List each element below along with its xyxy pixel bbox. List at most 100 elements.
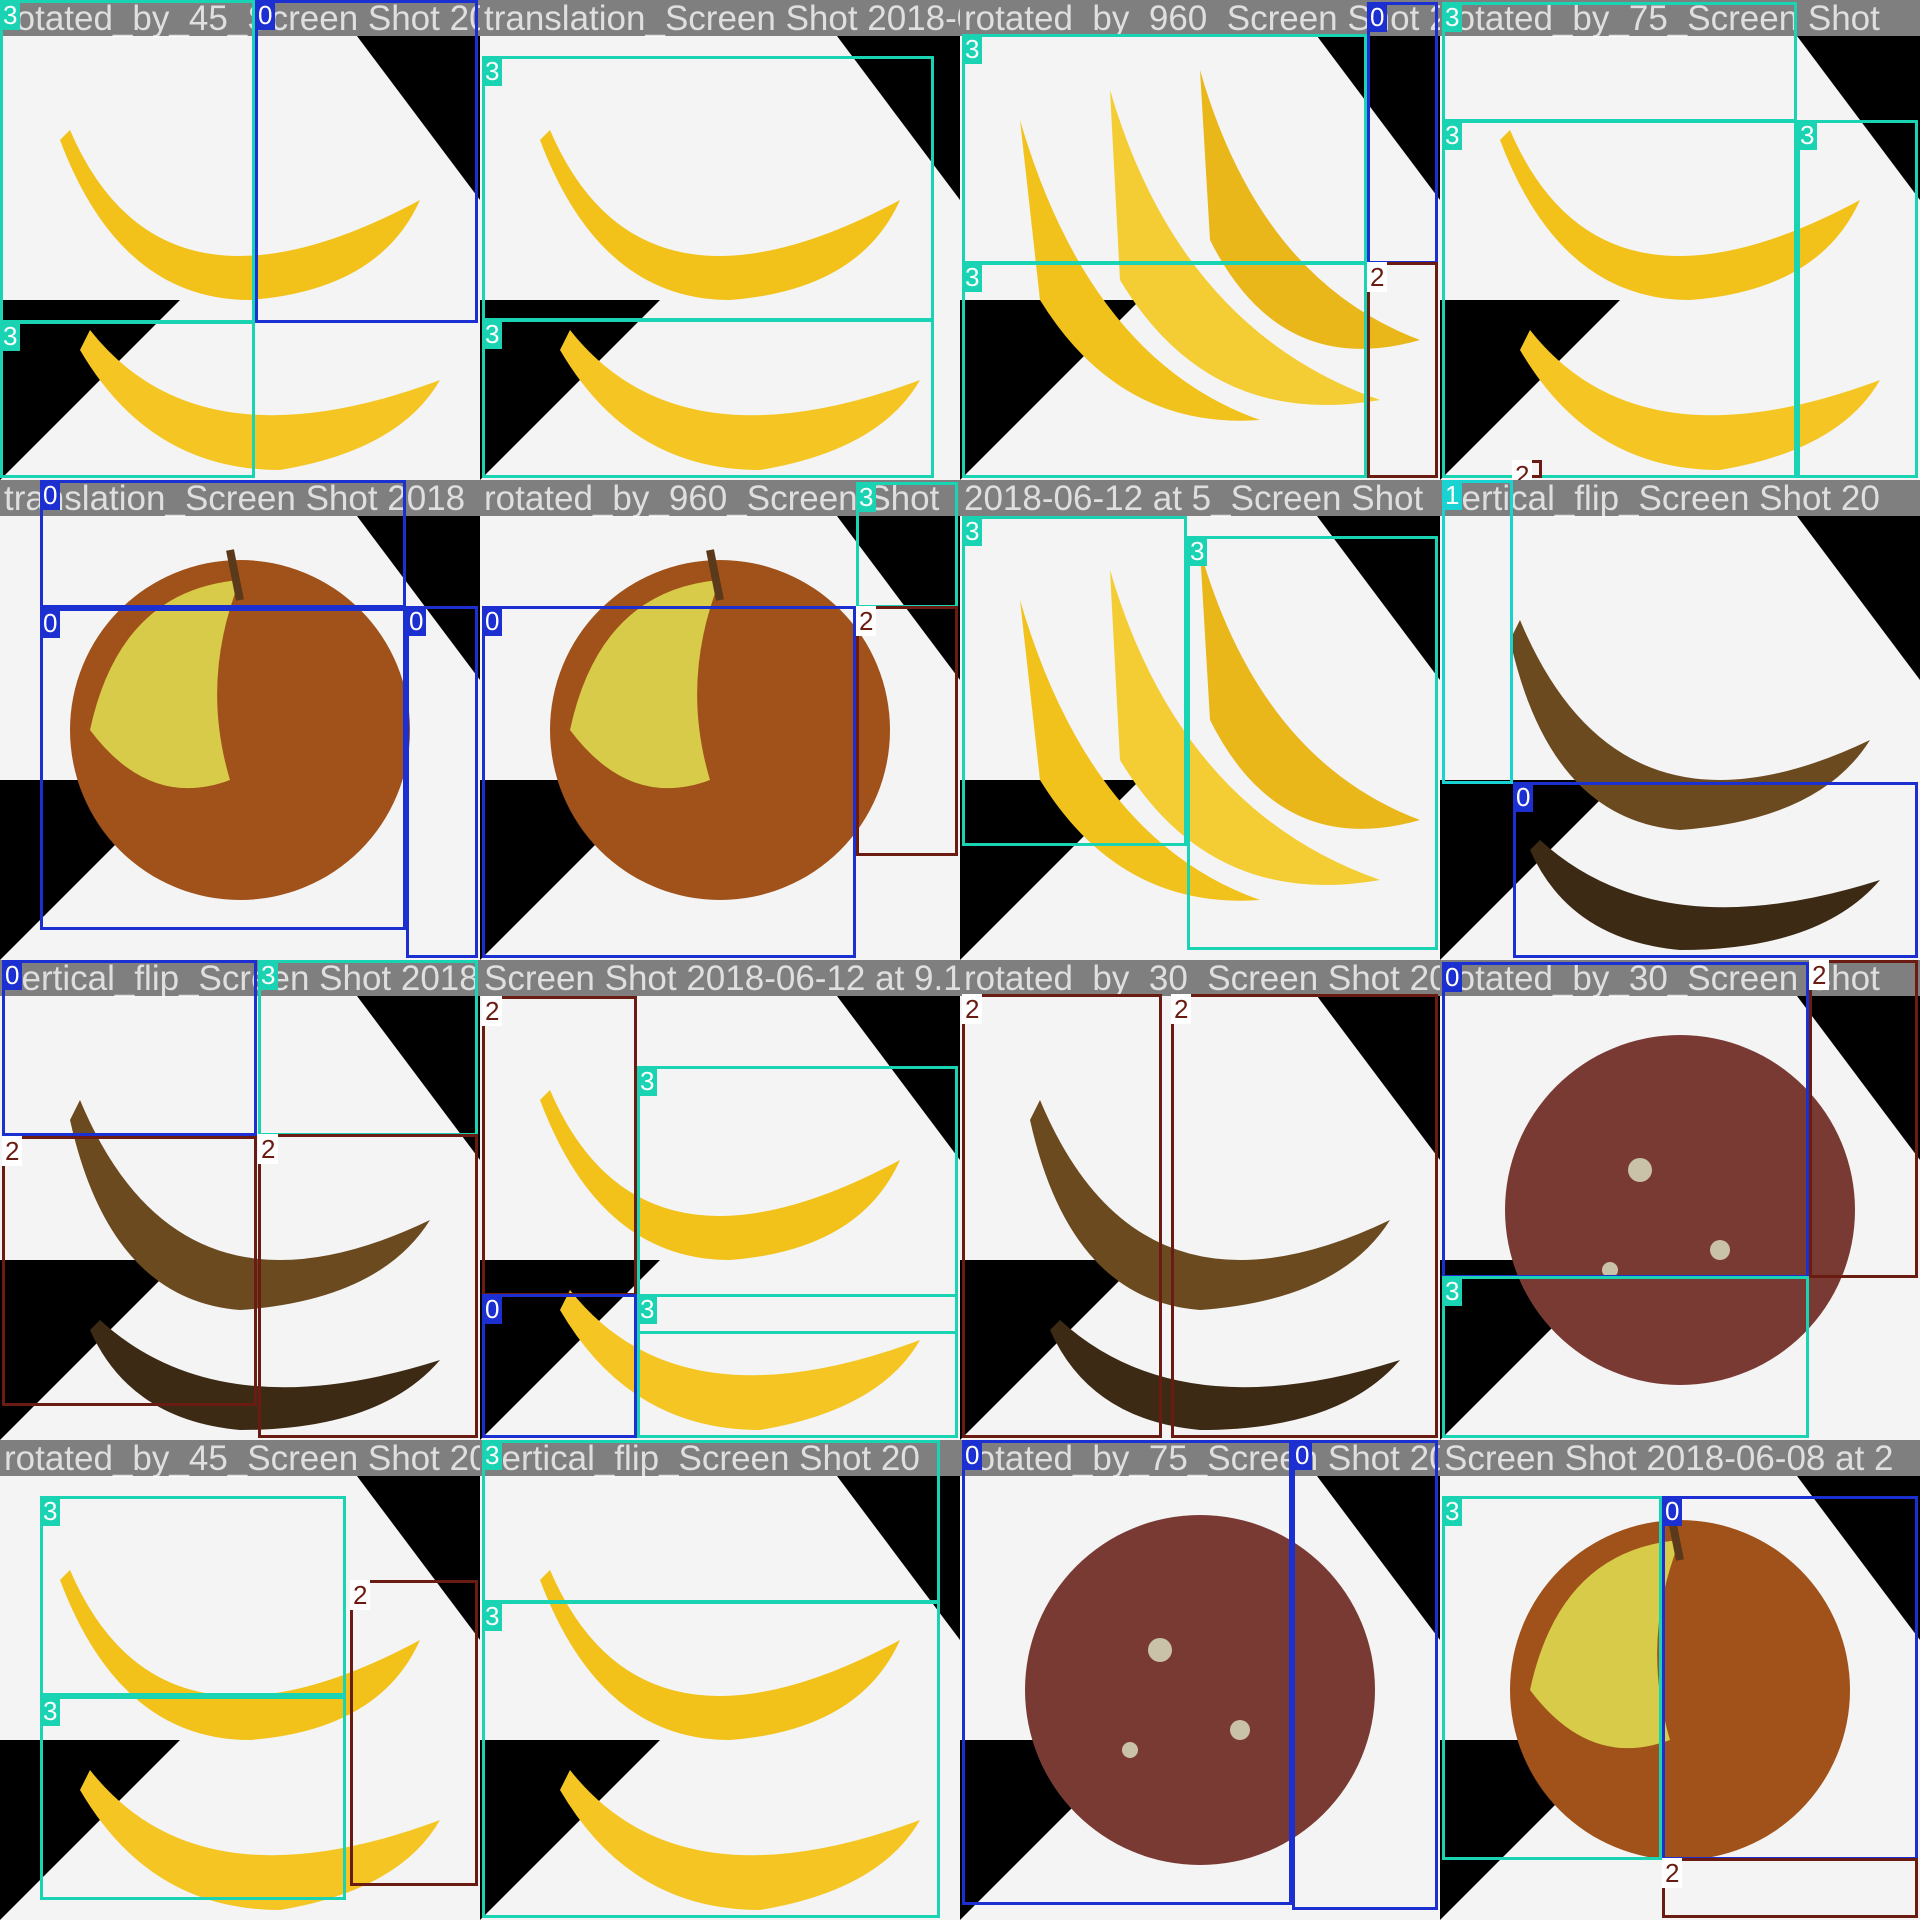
bounding-box: 0 — [482, 606, 856, 958]
tile-title-bar: vertical_flip_Screen Shot 20 — [480, 1440, 960, 1476]
tile-title: Screen Shot 2018-06-12 at 9.17.27 PM.png — [484, 960, 960, 998]
image-tile: Screen Shot 2018-06-08 at 2 3 0 2 — [1440, 1440, 1920, 1920]
bounding-box: 0 — [1367, 2, 1438, 264]
class-label: 3 — [1442, 1276, 1463, 1306]
class-label: 3 — [1187, 536, 1208, 566]
bounding-box: 3 — [1442, 120, 1797, 478]
bounding-box: 2 — [2, 1136, 257, 1406]
tile-title-bar: vertical_flip_Screen Shot 2018-06-08 at — [0, 960, 480, 996]
tile-title: rotated_by_75_Screen Shot 2018-06-08 — [964, 1440, 1440, 1478]
class-label: 3 — [962, 262, 983, 292]
class-label: 3 — [856, 482, 877, 512]
tile-title-bar: 2018-06-12 at 5_Screen Shot — [960, 480, 1440, 516]
class-label: 2 — [482, 996, 503, 1026]
bounding-box: 3 — [1442, 2, 1797, 122]
class-label: 0 — [40, 480, 61, 510]
tile-title: 2018-06-12 at 5_Screen Shot — [964, 480, 1424, 518]
tile-photo — [0, 960, 480, 1440]
tile-photo — [960, 1440, 1440, 1920]
bounding-box: 2 — [1512, 460, 1542, 480]
tile-title: rotated_by_45_Screen Shot 2018 — [4, 1440, 480, 1478]
tile-title: rotated_by_30_Screen Shot 2018-06-12 — [964, 960, 1440, 998]
bounding-box: 2 — [350, 1580, 478, 1886]
class-label: 2 — [350, 1580, 371, 1610]
class-label: 3 — [1442, 120, 1463, 150]
class-label: 3 — [482, 1601, 503, 1631]
tile-title-bar: rotated_by_45_Screen Shot 2018-06-12 — [0, 0, 480, 36]
class-label: 2 — [2, 1136, 23, 1166]
bounding-box: 3 — [637, 1294, 958, 1438]
bounding-box: 0 — [2, 960, 257, 1136]
tile-photo — [480, 1440, 960, 1920]
tile-photo — [960, 960, 1440, 1440]
class-label: 0 — [1513, 782, 1534, 812]
tile-title: translation_Screen Shot 2018-06-12 at — [484, 0, 960, 38]
image-tile: rotated_by_45_Screen Shot 2018 3 3 2 — [0, 1440, 480, 1920]
image-tile: 2018-06-12 at 5_Screen Shot 3 3 — [960, 480, 1440, 960]
class-label: 3 — [482, 56, 503, 86]
bounding-box: 3 — [258, 960, 478, 1136]
class-label: 0 — [962, 1440, 983, 1470]
bounding-box: 0 — [255, 0, 478, 323]
tile-title-bar: vertical_flip_Screen Shot 20 — [1440, 480, 1920, 516]
class-label: 3 — [637, 1294, 658, 1324]
bounding-box: 3 — [1797, 120, 1918, 478]
tile-photo — [0, 0, 480, 480]
image-tile: translation_Screen Shot 2018-06-12 at 3 3 — [480, 0, 960, 480]
bounding-box: 3 — [637, 1066, 958, 1334]
tile-photo — [480, 960, 960, 1440]
image-tile: rotated_by_30_Screen Shot 0 3 2 — [1440, 960, 1920, 1440]
class-label: 2 — [1662, 1858, 1683, 1888]
bounding-box: 0 — [40, 608, 406, 930]
bounding-box: 2 — [258, 1134, 478, 1438]
tile-title: rotated_by_75_Screen Shot — [1444, 0, 1880, 38]
bounding-box: 2 — [482, 996, 637, 1296]
bounding-box: 3 — [0, 321, 255, 478]
class-label: 0 — [482, 606, 503, 636]
class-label: 3 — [962, 516, 983, 546]
image-tile: rotated_by_960_Screen Shot 2018-06-12303… — [960, 0, 1440, 480]
bounding-box: 2 — [1662, 1858, 1918, 1918]
tile-title-bar: rotated_by_75_Screen Shot — [1440, 0, 1920, 36]
image-tile: rotated_by_960_Screen Shot 0 3 2 — [480, 480, 960, 960]
class-label: 3 — [0, 321, 21, 351]
class-label: 2 — [962, 994, 983, 1024]
class-label: 3 — [482, 1440, 503, 1470]
bounding-box: 0 — [1292, 1440, 1438, 1910]
tile-title: translation_Screen Shot 2018 — [4, 480, 466, 518]
bounding-box: 0 — [1513, 782, 1918, 958]
class-label: 2 — [1512, 460, 1533, 480]
class-label: 3 — [1442, 2, 1463, 32]
tile-title: vertical_flip_Screen Shot 2018-06-08 at — [4, 960, 480, 998]
bounding-box: 0 — [1662, 1496, 1918, 1860]
tile-title: vertical_flip_Screen Shot 20 — [1444, 480, 1880, 518]
bounding-box: 3 — [482, 1601, 940, 1918]
bounding-box: 3 — [962, 34, 1367, 264]
class-label: 3 — [1797, 120, 1818, 150]
tile-photo — [480, 0, 960, 480]
class-label: 0 — [482, 1294, 503, 1324]
image-tile: rotated_by_30_Screen Shot 2018-06-122 2 — [960, 960, 1440, 1440]
class-label: 0 — [1442, 962, 1463, 992]
tile-title-bar: translation_Screen Shot 2018 — [0, 480, 480, 516]
class-label: 0 — [406, 606, 427, 636]
bounding-box: 0 — [40, 480, 406, 608]
class-label: 3 — [637, 1066, 658, 1096]
bounding-box: 2 — [1367, 262, 1438, 478]
bounding-box: 2 — [1171, 994, 1438, 1438]
bounding-box: 3 — [1187, 536, 1438, 950]
bounding-box: 2 — [856, 606, 958, 856]
bounding-box: 3 — [40, 1696, 346, 1900]
bounding-box: 2 — [1809, 960, 1918, 1278]
class-label: 3 — [962, 34, 983, 64]
tile-title-bar: rotated_by_45_Screen Shot 2018 — [0, 1440, 480, 1476]
bounding-box: 3 — [1442, 1496, 1662, 1860]
class-label: 2 — [1809, 960, 1830, 990]
class-label: 2 — [1171, 994, 1192, 1024]
class-label: 0 — [1292, 1440, 1313, 1470]
bounding-box: 3 — [0, 0, 255, 323]
image-tile: translation_Screen Shot 2018 0 0 0 — [0, 480, 480, 960]
class-label: 3 — [40, 1496, 61, 1526]
bounding-box: 3 — [482, 56, 934, 321]
